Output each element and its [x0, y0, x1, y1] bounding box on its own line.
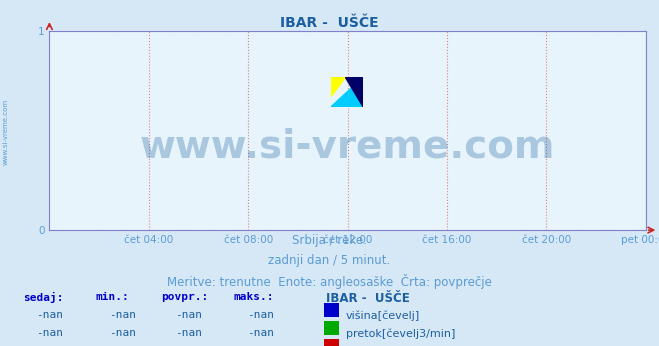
Text: -nan: -nan: [109, 328, 136, 338]
Text: -nan: -nan: [109, 310, 136, 320]
Text: maks.:: maks.:: [234, 292, 274, 302]
Text: -nan: -nan: [36, 310, 63, 320]
Text: IBAR -  UŠČE: IBAR - UŠČE: [326, 292, 410, 306]
Text: Meritve: trenutne  Enote: angleosaške  Črta: povprečje: Meritve: trenutne Enote: angleosaške Črt…: [167, 274, 492, 289]
Text: www.si-vreme.com: www.si-vreme.com: [140, 128, 556, 165]
Text: višina[čevelj]: višina[čevelj]: [346, 310, 420, 321]
Text: pretok[čevelj3/min]: pretok[čevelj3/min]: [346, 328, 455, 339]
Polygon shape: [331, 78, 345, 97]
Polygon shape: [331, 78, 362, 107]
Text: -nan: -nan: [36, 328, 63, 338]
Text: min.:: min.:: [96, 292, 129, 302]
Text: -nan: -nan: [247, 328, 274, 338]
Text: -nan: -nan: [247, 310, 274, 320]
Text: -nan: -nan: [175, 328, 202, 338]
Text: Srbija / reke.: Srbija / reke.: [292, 234, 367, 247]
Text: zadnji dan / 5 minut.: zadnji dan / 5 minut.: [268, 254, 391, 267]
Text: sedaj:: sedaj:: [23, 292, 63, 303]
Polygon shape: [345, 78, 362, 107]
Text: IBAR -  UŠČE: IBAR - UŠČE: [280, 16, 379, 29]
Text: -nan: -nan: [175, 310, 202, 320]
Text: povpr.:: povpr.:: [161, 292, 209, 302]
Text: www.si-vreme.com: www.si-vreme.com: [2, 98, 9, 165]
